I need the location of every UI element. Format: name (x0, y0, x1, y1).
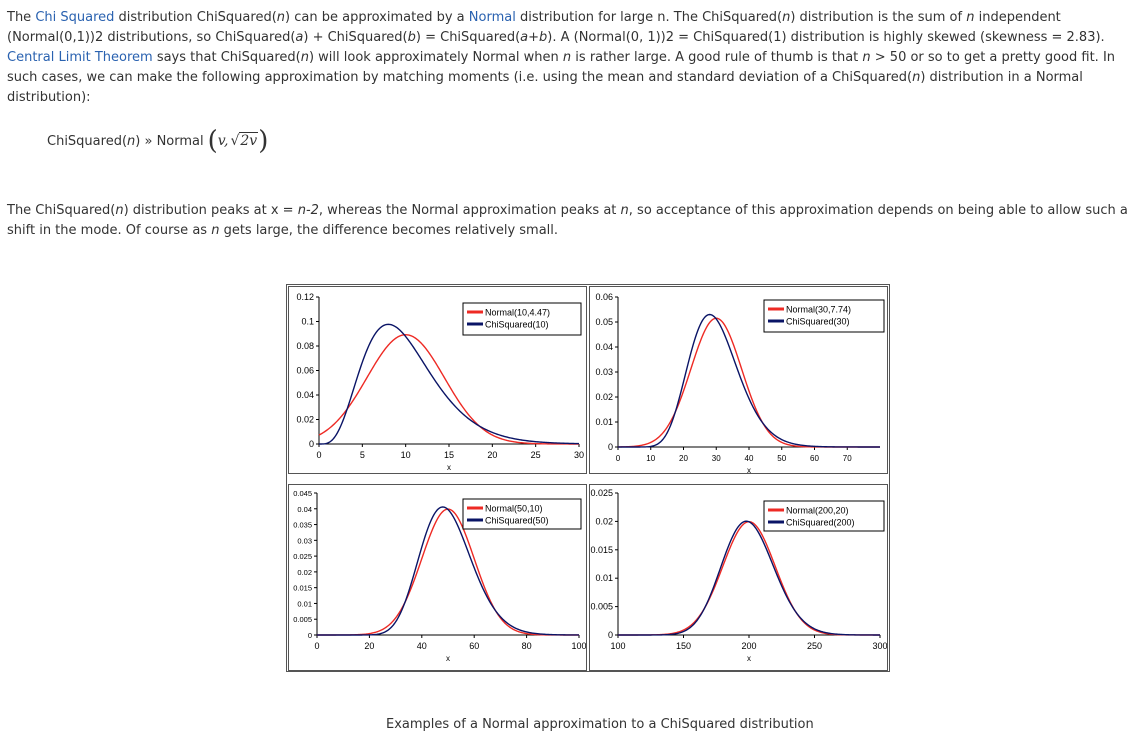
x-tick-label: 30 (712, 454, 721, 463)
y-tick-label: 0.06 (296, 366, 314, 376)
legend-label: ChiSquared(50) (485, 516, 549, 526)
legend-label: Normal(50,10) (485, 504, 543, 514)
x-tick-label: 100 (610, 641, 625, 651)
chisquared-series-line (618, 313, 880, 448)
x-tick-label: 100 (571, 641, 586, 651)
x-tick-label: 0 (316, 450, 321, 460)
chart-figure: 0 0.02 0.04 0.06 0.08 0.1 0.12 0 5 10 15 20 25 30 x Nor… (286, 284, 890, 672)
legend-box (462, 498, 582, 530)
formula-math: ( v, √2v ) (207, 126, 269, 156)
legend-label: ChiSquared(10) (485, 320, 549, 330)
x-tick-label: 60 (810, 454, 819, 463)
x-tick-label: 20 (679, 454, 688, 463)
y-tick-label: 0.02 (297, 568, 312, 577)
y-tick-label: 0.02 (296, 415, 314, 425)
y-tick-label: 0 (308, 631, 312, 640)
chart-svg: 0 0.005 0.01 0.015 0.02 0.025 0.03 0.035 0.04 0.0… (293, 489, 586, 663)
normal-series-line (618, 520, 880, 636)
x-tick-label: 15 (444, 450, 454, 460)
x-tick-label: 5 (360, 450, 365, 460)
x-tick-label: 20 (364, 641, 374, 651)
y-tick-label: 0.03 (297, 536, 312, 545)
x-tick-label: 200 (741, 641, 756, 651)
y-tick-label: 0.02 (595, 516, 613, 526)
x-axis-label: x (747, 466, 751, 473)
y-tick-label: 0.05 (595, 317, 613, 327)
x-tick-label: 80 (522, 641, 532, 651)
x-tick-label: 0 (616, 454, 621, 463)
legend-label: Normal(10,4.47) (485, 308, 550, 318)
chisquared-series-line (319, 323, 580, 445)
x-tick-label: 50 (777, 454, 786, 463)
central-limit-theorem-link[interactable]: Central Limit Theorem (7, 50, 153, 65)
y-tick-label: 0.035 (293, 521, 312, 530)
y-tick-label: 0.12 (296, 292, 314, 302)
y-tick-label: 0.08 (296, 341, 314, 351)
y-tick-label: 0.015 (590, 545, 613, 555)
legend-label: ChiSquared(200) (786, 518, 855, 528)
y-tick-label: 0 (608, 630, 613, 640)
x-axis-label: x (446, 654, 450, 663)
y-tick-label: 0.06 (595, 292, 613, 302)
chart-svg: 0 0.005 0.01 0.015 0.02 0.025 100 150 200 250 300 x… (590, 488, 887, 663)
legend-box (763, 299, 885, 333)
y-tick-label: 0.03 (595, 367, 613, 377)
x-tick-label: 150 (676, 641, 691, 651)
chisquared-series-line (618, 520, 880, 636)
legend-label: ChiSquared(30) (786, 317, 850, 327)
x-tick-label: 250 (807, 641, 822, 651)
chi-squared-link[interactable]: Chi Squared (35, 10, 115, 25)
chisquared-series-line (317, 506, 579, 636)
approximation-formula: ChiSquared(n) » Normal ( v, √2v ) (47, 126, 269, 156)
y-tick-label: 0.04 (595, 342, 613, 352)
y-tick-label: 0.015 (293, 584, 312, 593)
legend-box (763, 500, 885, 532)
normal-link[interactable]: Normal (468, 10, 516, 25)
chart-panel-chisq-30: 0 0.01 0.02 0.03 0.04 0.05 0.06 0 10 20 30 40 50 60 70… (589, 286, 888, 474)
y-tick-label: 0.01 (595, 573, 613, 583)
x-tick-label: 10 (646, 454, 655, 463)
x-tick-label: 70 (843, 454, 852, 463)
x-tick-label: 20 (487, 450, 497, 460)
legend-label: Normal(200,20) (786, 506, 849, 516)
x-tick-label: 40 (417, 641, 427, 651)
y-tick-label: 0.04 (297, 505, 312, 514)
legend-label: Normal(30,7.74) (786, 305, 851, 315)
y-tick-label: 0 (608, 442, 613, 452)
chart-svg: 0 0.01 0.02 0.03 0.04 0.05 0.06 0 10 20 30 40 50 60 70… (595, 292, 885, 473)
x-axis-label: x (747, 654, 751, 663)
y-tick-label: 0.005 (293, 615, 312, 624)
chart-panel-chisq-10: 0 0.02 0.04 0.06 0.08 0.1 0.12 0 5 10 15 20 25 30 x Nor… (288, 286, 587, 474)
y-tick-label: 0 (309, 439, 314, 449)
normal-series-line (617, 317, 880, 448)
intro-paragraph: The Chi Squared distribution ChiSquared(… (7, 10, 1116, 105)
y-tick-label: 0.1 (301, 317, 314, 327)
x-axis-label: x (447, 463, 451, 472)
x-tick-label: 40 (745, 454, 754, 463)
x-tick-label: 10 (401, 450, 411, 460)
chart-svg: 0 0.02 0.04 0.06 0.08 0.1 0.12 0 5 10 15 20 25 30 x Nor… (296, 292, 584, 472)
figure-caption: Examples of a Normal approximation to a … (386, 717, 814, 732)
normal-series-line (318, 334, 580, 445)
y-tick-label: 0.025 (293, 552, 312, 561)
x-tick-label: 0 (314, 641, 319, 651)
y-tick-label: 0.01 (297, 599, 312, 608)
x-tick-label: 30 (574, 450, 584, 460)
x-tick-label: 300 (872, 641, 887, 651)
y-tick-label: 0.04 (296, 390, 314, 400)
y-tick-label: 0.02 (595, 392, 613, 402)
x-tick-label: 60 (469, 641, 479, 651)
y-tick-label: 0.005 (590, 602, 613, 612)
mode-shift-paragraph: The ChiSquared(n) distribution peaks at … (7, 203, 1128, 238)
y-tick-label: 0.045 (293, 489, 312, 498)
chart-panel-chisq-200: 0 0.005 0.01 0.015 0.02 0.025 100 150 200 250 300 x… (589, 484, 888, 671)
chart-panel-chisq-50: 0 0.005 0.01 0.015 0.02 0.025 0.03 0.035 0.04 0.0… (288, 484, 587, 671)
legend-box (462, 302, 582, 336)
y-tick-label: 0.01 (595, 417, 613, 427)
y-tick-label: 0.025 (590, 488, 613, 498)
x-tick-label: 25 (531, 450, 541, 460)
